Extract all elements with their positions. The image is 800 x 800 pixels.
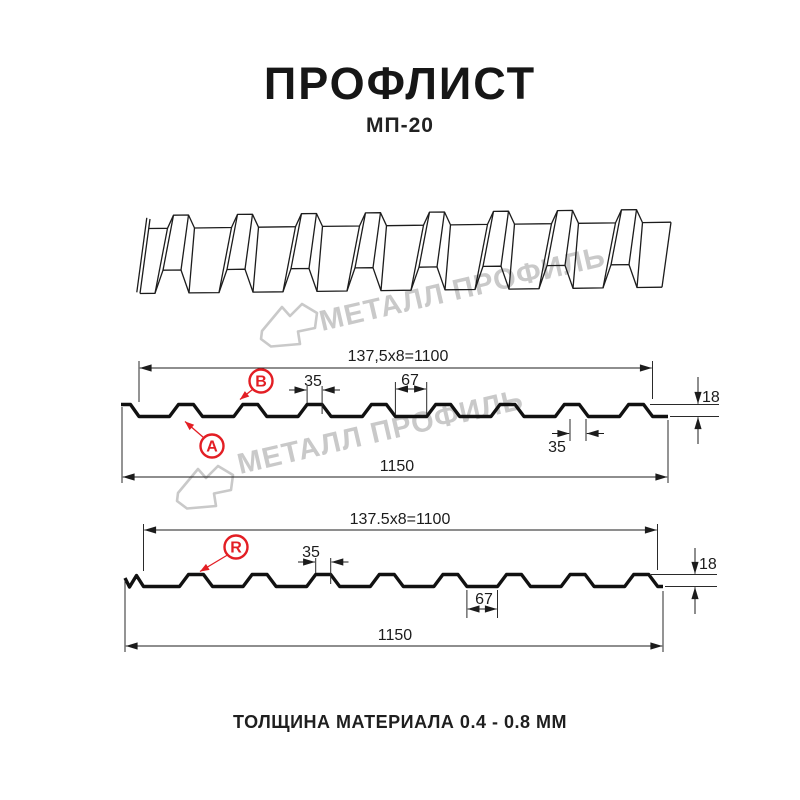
cross-section-a: 137,5x8=1100 35 67 18 35 1150 А <box>121 348 720 483</box>
profile-model: МП-20 <box>366 114 434 137</box>
dim-height: 18 <box>699 556 717 573</box>
extension-lines <box>124 524 717 652</box>
profile-outline <box>121 402 668 419</box>
dim-rib-top: 35 <box>304 373 322 390</box>
callout-r-label: R <box>230 540 242 557</box>
callout-b-circle <box>248 368 274 394</box>
dim-height: 18 <box>702 389 720 406</box>
page-title: ПРОФЛИСТ <box>263 58 537 109</box>
dim-coverage: 137.5x8=1100 <box>350 511 451 528</box>
extension-lines <box>121 361 719 483</box>
callout-r-circle <box>223 534 249 560</box>
sheet-3d-perspective <box>136 209 672 295</box>
dim-coverage: 137,5x8=1100 <box>348 348 449 365</box>
callout-a-label: А <box>206 439 218 456</box>
sheet-3d-body <box>140 209 671 294</box>
callout-a-circle <box>199 433 225 459</box>
brand-logo-icon <box>259 302 319 348</box>
material-thickness-note: ТОЛЩИНА МАТЕРИАЛА 0.4 - 0.8 ММ <box>233 712 567 732</box>
callout-b-label: В <box>255 374 267 391</box>
cross-section-r: 137.5x8=1100 35 18 67 1150 R <box>123 511 717 652</box>
dim-rib-top: 35 <box>302 544 320 561</box>
dim-rib-bottom: 35 <box>548 439 566 456</box>
dim-total-width: 1150 <box>378 627 413 644</box>
dim-total-width: 1150 <box>380 458 415 475</box>
dim-pitch: 67 <box>401 372 419 389</box>
dim-pitch: 67 <box>475 591 493 608</box>
brand-logo-icon <box>175 464 235 510</box>
profile-outline <box>123 572 663 589</box>
